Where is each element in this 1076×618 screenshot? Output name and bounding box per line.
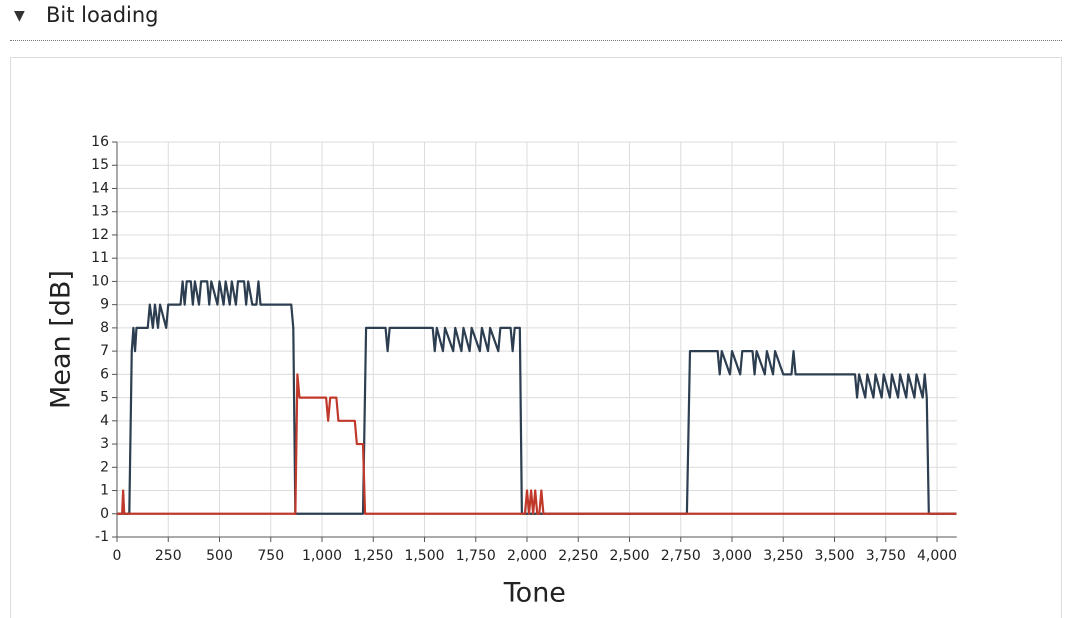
y-tick-label: 9 — [100, 297, 109, 313]
y-tick-label: 4 — [100, 413, 109, 429]
y-tick-label: 11 — [91, 250, 109, 266]
x-tick-label: 2,000 — [507, 548, 547, 564]
x-tick-label: 3,750 — [866, 548, 906, 564]
y-tick-label: 12 — [91, 227, 109, 243]
x-tick-label: 1,750 — [456, 548, 496, 564]
x-tick-label: 0 — [113, 548, 122, 564]
y-axis-title: Mean [dB] — [46, 270, 77, 409]
section-title: Bit loading — [46, 3, 159, 27]
y-tick-label: 7 — [100, 343, 109, 359]
y-tick-label: 10 — [91, 273, 109, 289]
series-line — [117, 373, 957, 515]
y-tick-label: -1 — [95, 529, 109, 545]
x-tick-label: 2,500 — [609, 548, 649, 564]
section-header[interactable]: ▼ Bit loading — [0, 0, 1076, 40]
y-tick-label: 0 — [100, 506, 109, 522]
x-tick-label: 1,000 — [302, 548, 342, 564]
x-tick-label: 2,250 — [558, 548, 598, 564]
y-tick-label: 16 — [91, 134, 109, 150]
x-tick-label: 500 — [206, 548, 233, 564]
x-tick-label: 1,500 — [404, 548, 444, 564]
x-tick-label: 750 — [257, 548, 284, 564]
divider — [10, 40, 1062, 41]
x-tick-label: 250 — [155, 548, 182, 564]
y-tick-label: 3 — [100, 436, 109, 452]
series-line — [117, 280, 957, 515]
y-tick-label: 14 — [91, 180, 109, 196]
collapse-arrow[interactable]: ▼ — [14, 8, 25, 24]
y-tick-label: 15 — [91, 157, 109, 173]
y-tick-label: 8 — [100, 320, 109, 336]
y-tick-label: 13 — [91, 204, 109, 220]
chart-panel — [10, 57, 1062, 618]
x-tick-label: 2,750 — [661, 548, 701, 564]
x-tick-label: 4,000 — [917, 548, 957, 564]
y-tick-label: 2 — [100, 459, 109, 475]
x-tick-label: 1,250 — [353, 548, 393, 564]
y-tick-label: 5 — [100, 390, 109, 406]
x-tick-label: 3,000 — [712, 548, 752, 564]
x-axis-title: Tone — [503, 578, 566, 609]
x-tick-label: 3,250 — [763, 548, 803, 564]
x-tick-label: 3,500 — [814, 548, 854, 564]
y-tick-label: 6 — [100, 366, 109, 382]
y-tick-label: 1 — [100, 483, 109, 499]
